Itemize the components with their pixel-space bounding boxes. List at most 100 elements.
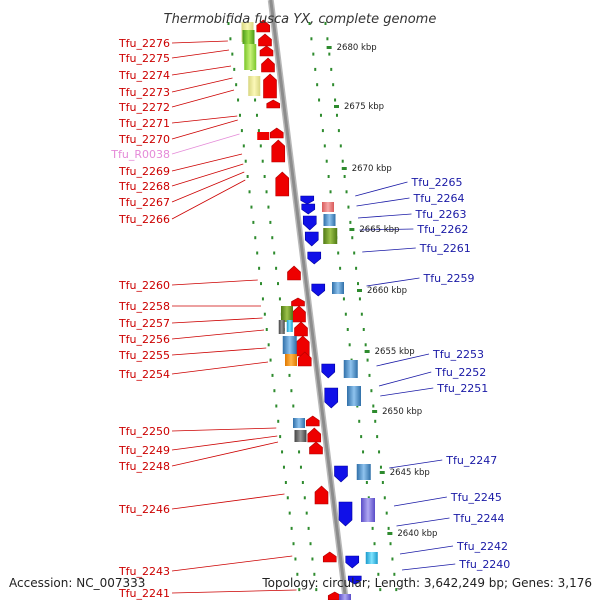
kbp-label: 2660 kbp	[367, 286, 407, 296]
forward-gene-arrow	[275, 171, 290, 197]
tick-mark-inner-right	[310, 37, 313, 41]
tick-mark-inner-right	[329, 190, 332, 194]
reverse-gene-arrow	[307, 251, 322, 265]
cog-color-blocks	[241, 22, 378, 600]
tick-mark-inner-left	[311, 557, 314, 561]
tick-mark-outer-right	[385, 511, 388, 515]
tick-mark-outer-left	[254, 236, 257, 240]
forward-gene-arrow	[269, 127, 284, 139]
tick-mark-inner-left	[271, 236, 274, 240]
tick-mark-outer-right	[345, 190, 348, 194]
map-title: Thermobifida fusca YX, complete genome	[164, 12, 437, 27]
leader-line	[171, 435, 278, 451]
forward-gene-arrow	[263, 73, 277, 99]
tick-mark-outer-right	[328, 52, 331, 56]
tick-mark-inner-left	[275, 266, 278, 270]
cog-color-block	[356, 464, 371, 480]
gene-label-left: Tfu_2256	[118, 333, 170, 346]
forward-gene-arrow	[309, 441, 323, 455]
gene-label-left: Tfu_2260	[118, 279, 170, 292]
tick-mark-outer-right	[366, 358, 369, 362]
tick-mark-outer-left	[296, 572, 299, 576]
reverse-gene-arrow	[304, 231, 319, 247]
tick-mark-outer-right	[337, 129, 340, 133]
tick-mark-inner-left	[305, 511, 308, 515]
tick-mark-outer-right	[372, 404, 375, 408]
kbp-label: 2650 kbp	[382, 407, 422, 417]
tick-mark-inner-right	[321, 129, 324, 133]
gene-label-left: Tfu_R0038	[110, 148, 170, 161]
forward-gene-arrow	[258, 33, 272, 47]
tick-mark-outer-right	[349, 220, 352, 224]
reverse-gene-arrow	[301, 203, 316, 215]
tick-mark-outer-right	[364, 343, 367, 347]
tick-mark-outer-right	[370, 389, 373, 393]
forward-gene-arrow	[271, 139, 286, 163]
tick-mark-inner-right	[323, 144, 326, 148]
cog-color-block	[286, 320, 293, 332]
leader-line	[355, 181, 408, 197]
tick-mark-inner-right	[377, 572, 380, 576]
reverse-gene-arrow	[334, 465, 348, 483]
gene-label-right: Tfu_2244	[453, 512, 505, 525]
tick-mark-inner-right	[314, 67, 317, 71]
kbp-label: 2655 kbp	[375, 347, 415, 357]
kbp-label: 2670 kbp	[352, 164, 392, 174]
tick-mark-outer-right	[353, 251, 356, 255]
gene-label-left: Tfu_2241	[118, 587, 170, 600]
forward-gene-arrow	[322, 551, 337, 563]
cog-color-block	[281, 306, 293, 322]
tick-mark-inner-left	[267, 205, 270, 209]
tick-mark-outer-left	[260, 282, 263, 286]
tick-mark-outer-left	[279, 435, 282, 439]
tick-mark-inner-right	[346, 328, 349, 331]
tick-mark-outer-left	[288, 511, 291, 515]
gene-label-left: Tfu_2270	[118, 133, 170, 146]
tick-mark-inner-right	[337, 251, 340, 255]
major-tick	[379, 471, 385, 474]
tick-mark-inner-left	[273, 251, 276, 255]
label-leader-lines	[171, 40, 456, 594]
leader-line	[171, 77, 233, 93]
gene-label-right: Tfu_2247	[445, 454, 497, 467]
leader-line	[171, 441, 279, 467]
tick-mark-inner-right	[308, 22, 311, 25]
tick-mark-inner-left	[298, 450, 301, 454]
leader-line	[401, 563, 456, 571]
tick-mark-inner-left	[255, 113, 258, 117]
tick-mark-inner-right	[379, 588, 382, 592]
leader-line	[171, 40, 228, 44]
cog-color-block	[347, 386, 361, 406]
gene-label-right: Tfu_2264	[413, 192, 465, 205]
tick-mark-outer-right	[360, 312, 363, 316]
tick-mark-outer-right	[391, 557, 394, 561]
gene-label-left: Tfu_2250	[118, 425, 170, 438]
tick-mark-inner-left	[259, 144, 262, 148]
leader-line	[359, 228, 414, 231]
forward-gene-arrow	[257, 132, 270, 140]
tick-mark-inner-right	[365, 481, 368, 484]
tick-mark-outer-left	[269, 358, 272, 362]
tick-mark-outer-left	[277, 419, 280, 423]
gene-label-right: Tfu_2253	[432, 348, 484, 361]
forward-gene-arrow	[291, 297, 305, 307]
tick-mark-outer-left	[240, 129, 243, 133]
forward-gene-arrow	[297, 351, 312, 367]
gene-label-left: Tfu_2257	[118, 317, 170, 330]
leader-line	[171, 133, 240, 155]
tick-mark-outer-right	[393, 572, 396, 576]
cog-color-block	[244, 44, 257, 70]
tick-mark-outer-right	[351, 236, 354, 240]
leader-line	[366, 277, 420, 287]
gene-label-left: Tfu_2275	[118, 52, 170, 65]
tick-mark-outer-right	[341, 159, 344, 163]
reverse-strand-features	[300, 195, 362, 585]
tick-mark-outer-right	[383, 496, 386, 500]
tick-mark-inner-left	[303, 496, 306, 500]
tick-mark-outer-left	[261, 297, 264, 301]
major-tick	[387, 532, 393, 535]
tick-mark-outer-right	[326, 37, 329, 41]
tick-mark-inner-left	[290, 389, 293, 393]
tick-mark-outer-left	[298, 588, 301, 592]
